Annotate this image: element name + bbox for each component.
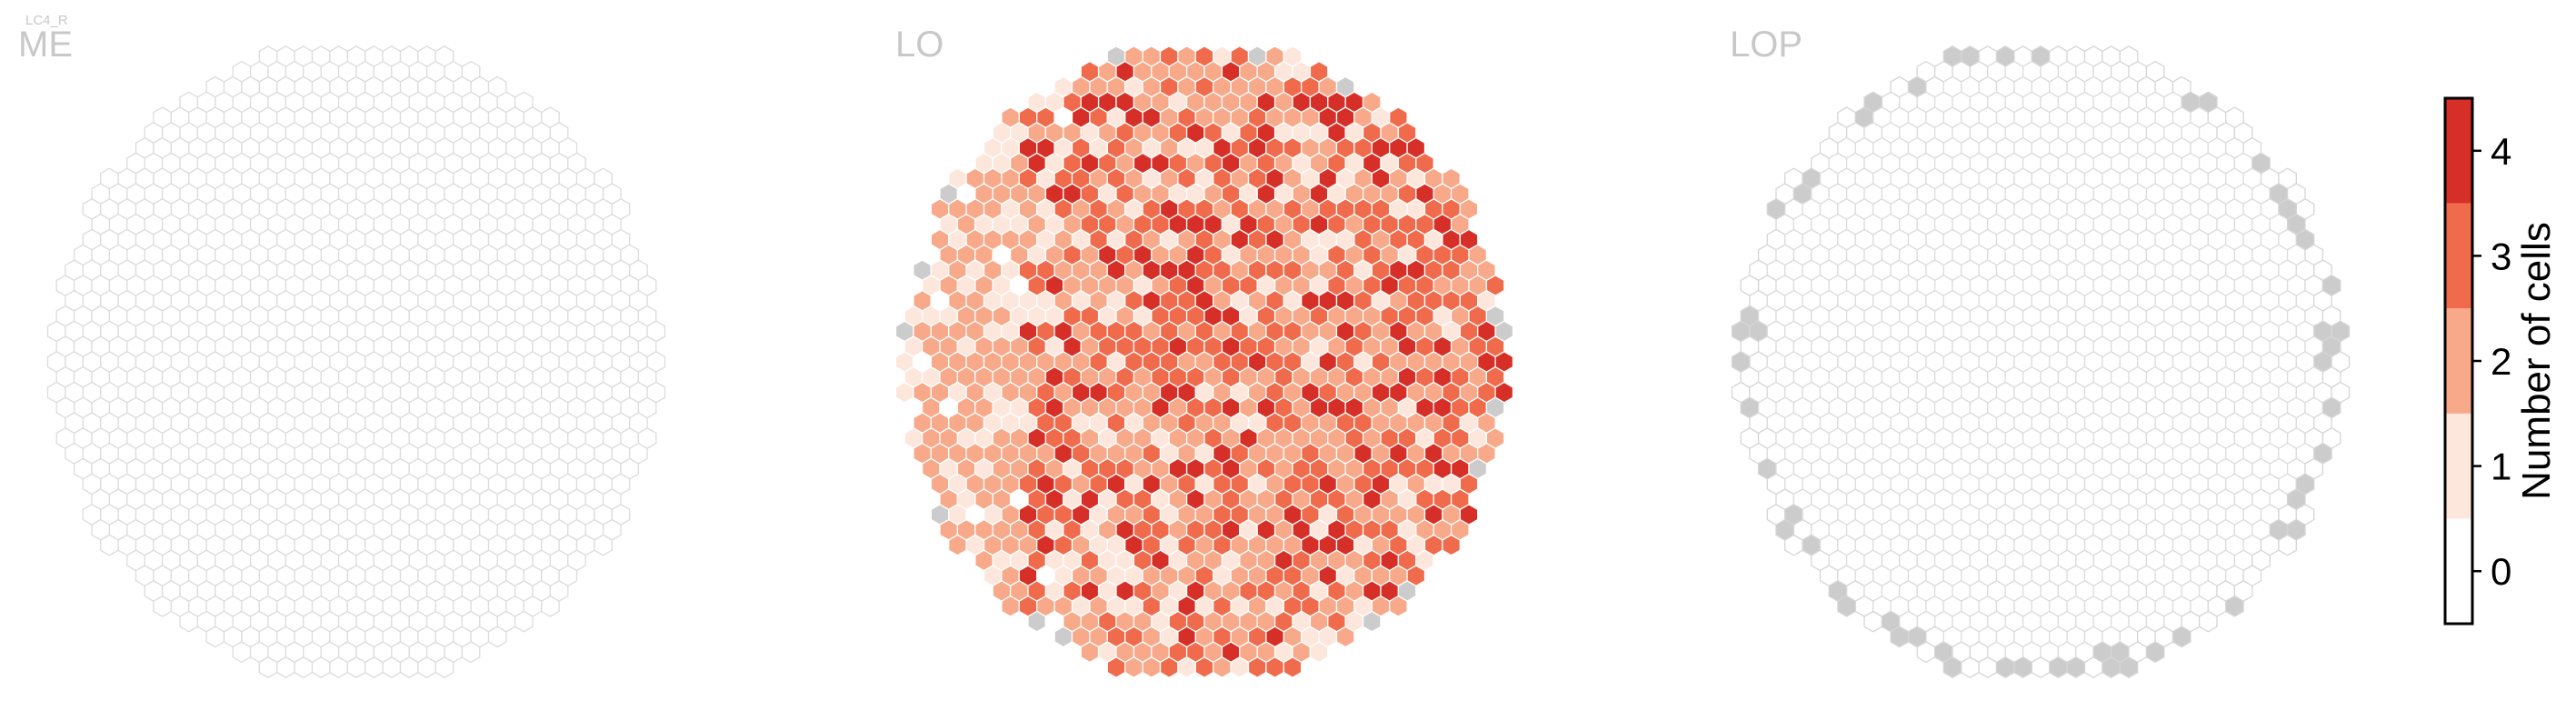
hex-cell-lop (2172, 626, 2192, 648)
figure-tag: LC4_R (25, 13, 68, 28)
hex-cell-lop (1916, 641, 1936, 664)
colorbar-tick-label: 0 (2491, 550, 2511, 593)
hex-cell-lo (948, 534, 967, 556)
hex-cell-me (258, 656, 278, 678)
hex-cell-lop (1978, 656, 1998, 678)
hex-cell-lo (1194, 656, 1214, 678)
hex-cell-lop (1961, 656, 1980, 678)
hex-cell-lop (1863, 610, 1883, 633)
hex-cell-lop (2049, 656, 2068, 678)
hex-cell-lop (2031, 656, 2051, 678)
hex-cell-lo (1027, 610, 1047, 633)
hex-cell-lop (2013, 656, 2032, 678)
hex-cell-lop (2083, 656, 2103, 678)
panel-title-lo: LO (895, 25, 944, 65)
hex-cell-me (461, 641, 481, 664)
hex-cell-lo (1335, 626, 1355, 648)
hex-cell-me (329, 656, 348, 678)
colorbar-band (2445, 98, 2472, 204)
hex-cell-me (179, 610, 199, 633)
hex-cell-me (364, 656, 384, 678)
hex-cell-lop (1784, 534, 1803, 556)
panel-lo: LO (894, 25, 1514, 678)
hex-cell-lop (2066, 656, 2086, 678)
hex-cell-lo (1247, 656, 1267, 678)
hex-cell-me (294, 656, 314, 678)
hex-cell-me (594, 534, 613, 556)
hex-cell-lo (1142, 656, 1162, 678)
hex-cell-lo (1309, 641, 1329, 664)
hex-cell-lo (1159, 656, 1179, 678)
hex-cell-lop (2119, 656, 2139, 678)
panel-me: ME (18, 25, 666, 678)
hex-cell-me (399, 656, 419, 678)
hex-cell-lo (1442, 534, 1461, 556)
hex-cell-me (417, 656, 436, 678)
hex-grid-lop (1731, 45, 2351, 678)
hex-cell-lop (2102, 656, 2121, 678)
hex-cell-me (232, 641, 252, 664)
hex-cell-me (541, 595, 560, 617)
hex-cell-lo (1177, 656, 1196, 678)
hex-grid-me (46, 45, 666, 678)
colorbar: 0 1 2 3 4 Number of cells (2443, 96, 2559, 626)
colorbar-bands (2445, 98, 2472, 624)
hex-cell-lo (1389, 595, 1408, 617)
hex-cell-me (153, 595, 172, 617)
panel-title-me: ME (18, 25, 73, 65)
colorbar-tick-label: 1 (2491, 446, 2511, 488)
hex-cell-lop (2198, 610, 2218, 633)
hex-cell-me (100, 534, 119, 556)
colorbar-band (2445, 518, 2472, 624)
hex-cell-lo (1053, 626, 1073, 648)
hex-cell-lo (1230, 656, 1250, 678)
hex-cell-lo (1080, 641, 1100, 664)
hex-cell-lop (1942, 656, 1962, 678)
hex-cell-me (346, 656, 366, 678)
hex-cell-lop (2145, 641, 2165, 664)
hex-cell-me (276, 656, 295, 678)
colorbar-tick-label: 3 (2491, 235, 2511, 277)
colorbar-ticks: 0 1 2 3 4 (2472, 130, 2511, 593)
hex-grid-lo (894, 45, 1514, 678)
hex-cell-lo (1106, 656, 1126, 678)
hex-cell-me (514, 610, 534, 633)
hex-cell-lop (1837, 595, 1856, 617)
hex-cell-lo (1283, 656, 1303, 678)
colorbar-band (2445, 308, 2472, 414)
hex-cell-lop (2278, 534, 2297, 556)
hex-cell-lop (1995, 656, 2015, 678)
colorbar-tick-label: 4 (2491, 130, 2511, 173)
hex-cell-me (487, 626, 507, 648)
hex-cell-lo (1124, 656, 1143, 678)
colorbar-band (2445, 203, 2472, 309)
hex-cell-me (434, 656, 454, 678)
hex-cell-lo (1362, 610, 1382, 633)
panel-lop: LOP (1730, 25, 2351, 678)
colorbar-band (2445, 413, 2472, 519)
colorbar-title: Number of cells (2514, 222, 2559, 500)
hex-cell-me (382, 656, 402, 678)
hex-cell-me (311, 656, 331, 678)
colorbar-tick-label: 2 (2491, 340, 2511, 383)
hex-cell-lo (1001, 595, 1020, 617)
hex-cell-lo (1265, 656, 1284, 678)
hex-cell-lo (1213, 656, 1232, 678)
panel-title-lop: LOP (1730, 25, 1802, 65)
hex-cell-me (205, 626, 225, 648)
hex-cell-lop (1890, 626, 1910, 648)
hex-cell-lop (2225, 595, 2244, 617)
